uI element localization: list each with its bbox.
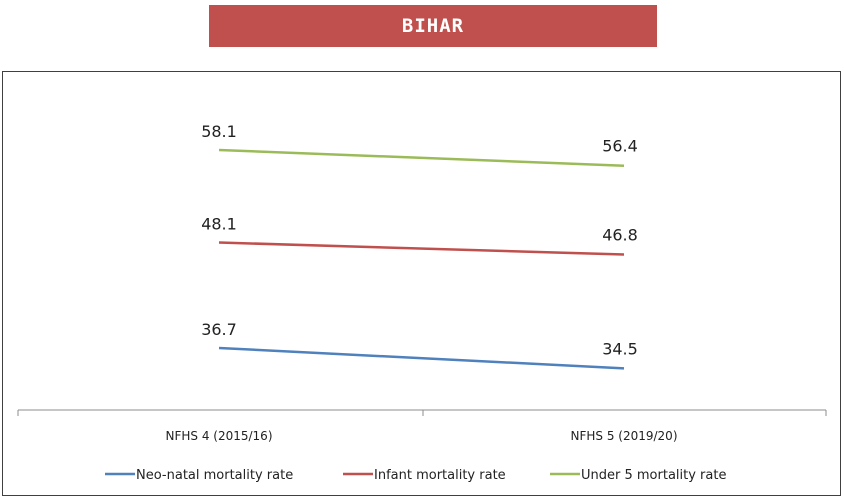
legend-label: Under 5 mortality rate	[581, 468, 726, 483]
series-line	[218, 241, 625, 256]
data-label: 34.5	[602, 339, 638, 358]
data-label: 46.8	[602, 226, 638, 245]
x-tick-label: NFHS 4 (2015/16)	[166, 429, 273, 443]
data-label: 48.1	[201, 215, 237, 234]
data-label: 36.7	[201, 320, 237, 339]
x-tick-label: NFHS 5 (2019/20)	[571, 429, 678, 443]
chart-title: BIHAR	[401, 15, 465, 37]
legend-label: Infant mortality rate	[374, 468, 506, 483]
legend-label: Neo-natal mortality rate	[136, 468, 293, 483]
data-label: 56.4	[602, 137, 638, 156]
data-label: 58.1	[201, 122, 237, 141]
series-line	[218, 148, 625, 167]
chart-frame	[2, 71, 841, 496]
title-banner: BIHAR	[209, 5, 657, 47]
series-line	[218, 346, 625, 370]
